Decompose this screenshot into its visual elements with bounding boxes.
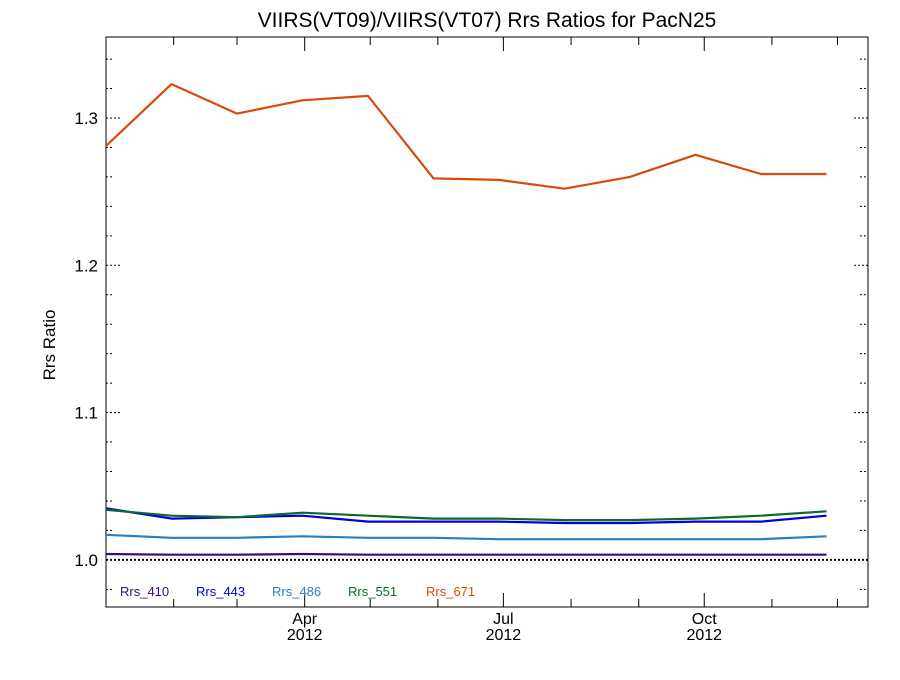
x-tick-year-label: 2012	[287, 627, 323, 644]
x-tick-year-label: 2012	[486, 627, 522, 644]
y-tick-label: 1.3	[74, 109, 98, 128]
legend-item-rrs-443: Rrs_443	[196, 584, 245, 599]
series-line-rrs-486	[106, 533, 827, 541]
y-tick-label: 1.1	[74, 404, 98, 423]
x-tick-month-label: Apr	[292, 611, 318, 628]
series-line-rrs-410	[106, 552, 827, 556]
y-axis-label: Rrs Ratio	[40, 310, 59, 381]
legend-item-rrs-486: Rrs_486	[272, 584, 321, 599]
y-tick-label: 1.0	[74, 551, 98, 570]
chart-title: VIIRS(VT09)/VIIRS(VT07) Rrs Ratios for P…	[258, 9, 717, 32]
plot-area: 1.01.11.21.3Apr2012Jul2012Oct2012Rrs_410…	[74, 36, 869, 644]
legend-item-rrs-671: Rrs_671	[426, 584, 475, 599]
series-line-rrs-551	[106, 508, 827, 522]
x-tick-month-label: Jul	[493, 611, 513, 628]
x-tick-year-label: 2012	[686, 627, 722, 644]
y-tick-label: 1.2	[74, 256, 98, 275]
legend-item-rrs-551: Rrs_551	[348, 584, 397, 599]
x-tick-month-label: Oct	[692, 611, 717, 628]
legend-item-rrs-410: Rrs_410	[120, 584, 169, 599]
plot-frame	[105, 36, 869, 608]
series-line-rrs-671	[106, 82, 827, 190]
